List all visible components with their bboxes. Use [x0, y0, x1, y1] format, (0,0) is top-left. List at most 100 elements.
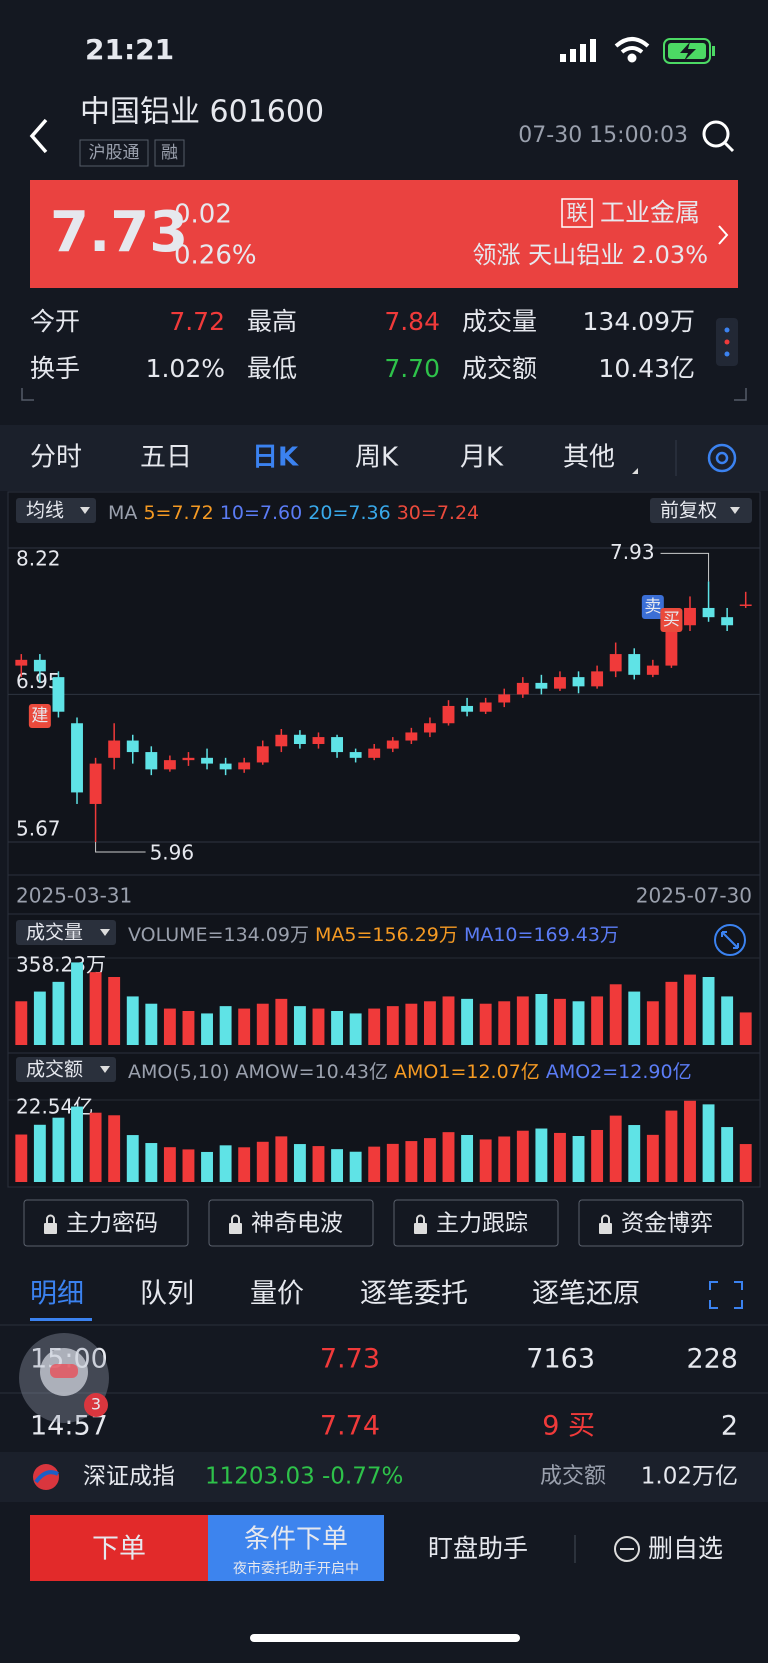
- detail-tab[interactable]: 逐笔还原: [532, 1279, 640, 1310]
- bar: [368, 1008, 381, 1045]
- trade-count: 2: [721, 1411, 738, 1442]
- order-label: 下单: [92, 1534, 146, 1565]
- assistant-avatar[interactable]: [19, 1333, 109, 1423]
- tool-button[interactable]: [393, 1199, 559, 1247]
- amount-button[interactable]: [16, 1057, 116, 1082]
- change-percent: 0.26%: [174, 241, 257, 271]
- bar: [721, 1127, 734, 1182]
- change: 0.02: [174, 200, 232, 230]
- back-button[interactable]: [29, 118, 48, 154]
- tag: 沪股通: [89, 143, 140, 163]
- volume-legend: VOLUME=134.09万 MA5=156.29万 MA10=169.43万: [128, 924, 619, 946]
- bar: [498, 1136, 511, 1182]
- y-tick-label: 5.67: [16, 817, 61, 841]
- bar: [461, 1134, 474, 1182]
- candle-body: [256, 746, 269, 763]
- candle-body: [628, 654, 641, 675]
- bar: [15, 1134, 28, 1182]
- candle-body: [219, 763, 232, 770]
- tool-button[interactable]: [578, 1199, 744, 1247]
- trade-count: 228: [686, 1344, 738, 1375]
- dropdown-arrow: [730, 507, 740, 514]
- index-logo: [33, 1464, 59, 1490]
- bar: [163, 1147, 176, 1182]
- adjust-button-label: 前复权: [660, 500, 717, 522]
- bar: [721, 996, 734, 1045]
- volume-button-label: 成交量: [26, 922, 83, 944]
- bar: [126, 1135, 139, 1182]
- tool-button-label: 资金博弈: [621, 1211, 713, 1237]
- order-button[interactable]: [30, 1515, 208, 1581]
- stat-label: 换手: [30, 354, 80, 383]
- detail-tab-active[interactable]: 明细: [30, 1279, 84, 1310]
- candle-body: [275, 734, 288, 747]
- candle-body: [423, 723, 436, 733]
- bar: [609, 984, 622, 1045]
- more-button[interactable]: [716, 318, 738, 366]
- signal-icon: [560, 39, 596, 62]
- bar: [331, 1010, 344, 1045]
- detail-tab[interactable]: 量价: [250, 1279, 304, 1310]
- sector[interactable]: 工业金属: [600, 198, 700, 227]
- sector-tag-box: [561, 198, 593, 228]
- corner-marks: [21, 388, 747, 401]
- candle-body: [554, 677, 566, 689]
- bar: [256, 1141, 269, 1182]
- quote-banner: [30, 180, 738, 288]
- candle-body: [15, 659, 28, 666]
- detail-tab[interactable]: 队列: [140, 1279, 194, 1310]
- bar: [182, 1149, 195, 1182]
- bar: [479, 1003, 492, 1045]
- indicator-button[interactable]: [16, 498, 96, 523]
- tool-button[interactable]: [208, 1199, 374, 1247]
- period-tab[interactable]: 月K: [460, 443, 504, 473]
- bar: [516, 1130, 529, 1182]
- stat-value: 7.70: [384, 354, 440, 383]
- period-tab[interactable]: 五日: [140, 443, 192, 473]
- fullscreen-button[interactable]: [709, 1281, 743, 1309]
- candle-body: [312, 737, 325, 744]
- period-tab-active[interactable]: 日K: [252, 443, 299, 473]
- bar: [108, 976, 121, 1045]
- adjust-button[interactable]: [650, 498, 752, 523]
- bar: [572, 1001, 585, 1045]
- candle-body: [721, 617, 734, 626]
- candle-body: [591, 671, 604, 687]
- settings-button[interactable]: [707, 443, 737, 473]
- stock-title: 中国铝业 601600: [80, 95, 324, 130]
- tab-bar: [0, 425, 768, 491]
- detail-tab[interactable]: 逐笔委托: [360, 1279, 468, 1310]
- bar: [126, 996, 139, 1045]
- x-tick-label: 2025-03-31: [16, 884, 132, 908]
- candle-body: [498, 694, 511, 703]
- stat-value: 1.02%: [146, 354, 225, 383]
- remove-button[interactable]: 删自选: [648, 1534, 723, 1563]
- stat-label: 今开: [30, 307, 80, 336]
- bar: [145, 1143, 158, 1182]
- chevron[interactable]: [718, 225, 729, 245]
- candle-body: [665, 625, 678, 666]
- tool-button[interactable]: [23, 1199, 189, 1247]
- index-bar: [0, 1452, 768, 1502]
- candle-body: [702, 607, 715, 618]
- candle-body: [182, 757, 195, 761]
- bar: [349, 1013, 362, 1045]
- period-tab[interactable]: 分时: [30, 443, 82, 473]
- monitor-button[interactable]: 盯盘助手: [428, 1534, 528, 1563]
- tag-box: [154, 139, 185, 167]
- expand-button[interactable]: [714, 924, 746, 956]
- period-tab[interactable]: 周K: [355, 443, 399, 473]
- volume-button[interactable]: [16, 920, 116, 945]
- bar: [442, 1132, 455, 1182]
- ma-legend: MA 5=7.72 10=7.60 20=7.36 30=7.24: [108, 502, 479, 524]
- period-tab[interactable]: 其他: [563, 443, 615, 473]
- stat-value: 7.84: [384, 307, 440, 336]
- bar: [349, 1151, 362, 1182]
- search-button[interactable]: [702, 120, 735, 153]
- conditional-order-button[interactable]: [208, 1515, 384, 1581]
- bar: [554, 1132, 566, 1182]
- signal-marker-label: 建: [31, 706, 48, 726]
- signal-marker: [28, 704, 51, 728]
